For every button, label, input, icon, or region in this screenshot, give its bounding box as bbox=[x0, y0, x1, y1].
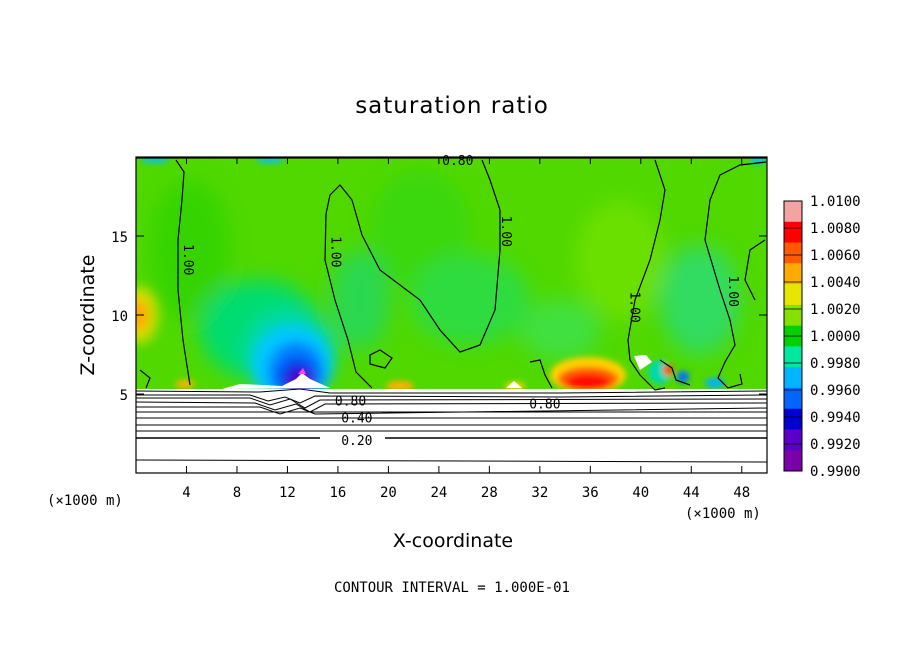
colorbar-label: 1.0100 bbox=[810, 194, 861, 210]
x-unit-left: (×1000 m) bbox=[47, 493, 123, 509]
contour-label: 0.80 bbox=[529, 397, 560, 412]
y-axis-label: Z-coordinate bbox=[77, 255, 99, 376]
colorbar-cell bbox=[784, 284, 802, 306]
y-tick-label: 15 bbox=[111, 230, 128, 246]
x-tick-label: 40 bbox=[632, 485, 649, 501]
x-unit-right: (×1000 m) bbox=[685, 506, 761, 522]
colorbar-label: 1.0000 bbox=[810, 329, 861, 345]
contour-interval-note: CONTOUR INTERVAL = 1.000E-01 bbox=[334, 580, 570, 596]
left-warm-patch bbox=[136, 287, 158, 343]
colorbar-label: 0.9980 bbox=[810, 356, 861, 372]
contour-label: 0.20 bbox=[341, 434, 372, 449]
colorbar-cell bbox=[784, 242, 802, 264]
contour-label: 1.00 bbox=[725, 276, 740, 307]
x-tick-label: 8 bbox=[233, 485, 241, 501]
colorbar-label: 0.9940 bbox=[810, 410, 861, 426]
colorbar-label: 1.0020 bbox=[810, 302, 861, 318]
contour-label: 1.00 bbox=[627, 291, 642, 322]
contour-label: 0.40 bbox=[341, 412, 372, 427]
magenta-spot bbox=[298, 368, 306, 374]
white-cap-right bbox=[634, 355, 652, 370]
x-tick-label: 28 bbox=[481, 485, 498, 501]
y-tick-label: 5 bbox=[120, 388, 128, 404]
contour-labels: 0.80 1.00 1.00 1.00 1.00 1.00 0.80 0.40 0.20 0.80 bbox=[180, 154, 740, 449]
x-tick-label: 16 bbox=[329, 485, 346, 501]
colorbar-label: 1.0080 bbox=[810, 221, 861, 237]
upper-contours bbox=[136, 157, 767, 391]
colorbar-label: 1.0040 bbox=[810, 275, 861, 291]
colorbar: 1.0100 1.0080 1.0060 1.0040 1.0020 1.0000 0.99… bbox=[783, 194, 861, 480]
y-axis: 5 10 15 bbox=[111, 230, 767, 404]
colorbar-cell bbox=[784, 221, 802, 244]
field-area bbox=[136, 157, 767, 473]
colorbar-label: 0.9920 bbox=[810, 437, 861, 453]
colorbar-label: 0.9900 bbox=[810, 464, 861, 480]
x-tick-label: 48 bbox=[733, 485, 750, 501]
colorbar-cell bbox=[784, 201, 802, 223]
x-tick-label: 12 bbox=[279, 485, 296, 501]
colorbar-cell bbox=[784, 367, 802, 389]
colorbar-cell bbox=[784, 263, 802, 285]
contour-label: 1.00 bbox=[328, 236, 343, 267]
white-cap-mid bbox=[506, 381, 522, 388]
lower-contours bbox=[136, 388, 767, 463]
x-axis: 4 8 12 16 20 24 28 32 36 40 44 48 bbox=[182, 157, 750, 501]
x-tick-label: 32 bbox=[531, 485, 548, 501]
colorbar-cell bbox=[784, 429, 802, 451]
colorbar-cell bbox=[784, 346, 802, 368]
colorbar-cell bbox=[784, 450, 802, 472]
colorbar-cell bbox=[784, 408, 802, 430]
x-tick-label: 24 bbox=[430, 485, 447, 501]
colorbar-cell bbox=[784, 304, 802, 327]
x-tick-label: 44 bbox=[683, 485, 700, 501]
x-tick-label: 20 bbox=[380, 485, 397, 501]
x-axis-label: X-coordinate bbox=[393, 530, 513, 552]
x-tick-label: 4 bbox=[182, 485, 190, 501]
contour-label: 0.80 bbox=[335, 394, 366, 409]
contour-label: 0.80 bbox=[442, 154, 473, 169]
colorbar-cell bbox=[784, 387, 802, 410]
white-cap-left bbox=[222, 373, 330, 389]
colorbar-label: 1.0060 bbox=[810, 248, 861, 264]
contour-label: 1.00 bbox=[498, 216, 513, 247]
contour-label: 1.00 bbox=[180, 244, 195, 275]
chart-title: saturation ratio bbox=[355, 93, 549, 119]
x-tick-label: 36 bbox=[582, 485, 599, 501]
field-patches bbox=[150, 170, 740, 390]
y-tick-label: 10 bbox=[111, 309, 128, 325]
colorbar-label: 0.9960 bbox=[810, 383, 861, 399]
